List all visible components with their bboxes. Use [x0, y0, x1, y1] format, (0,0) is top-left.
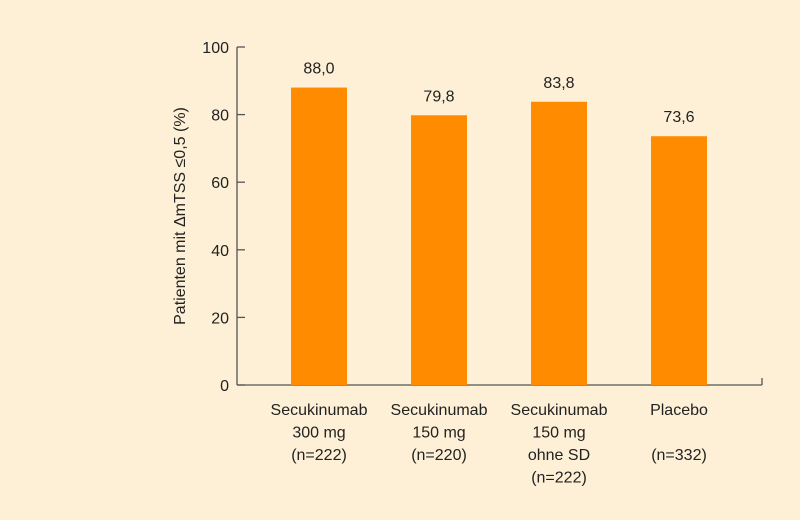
bar — [531, 101, 587, 386]
y-axis-label: Patienten mit ΔmTSS ≤0,5 (%) — [172, 107, 189, 325]
bar — [291, 87, 347, 385]
category-label: 150 mg — [532, 425, 585, 442]
y-tick-label: 60 — [211, 175, 229, 192]
x-axis-labels: Secukinumab 300 mg (n=222) Secukinumab 150 m… — [271, 402, 708, 487]
category-label: 150 mg — [412, 425, 465, 442]
data-label: 83,8 — [543, 75, 574, 92]
y-tick-label: 40 — [211, 243, 229, 260]
data-label: 79,8 — [423, 88, 454, 105]
bar — [651, 136, 707, 385]
bar — [411, 115, 467, 385]
data-label: 88,0 — [303, 61, 334, 78]
category-label: Secukinumab — [271, 402, 368, 419]
category-label: Placebo — [650, 402, 708, 419]
bars: 88,0 79,8 83,8 73,6 — [291, 61, 707, 386]
category-label: Secukinumab — [391, 402, 488, 419]
category-label: Secukinumab — [511, 402, 608, 419]
y-tick-label: 100 — [202, 40, 229, 57]
category-label: (n=332) — [651, 447, 707, 464]
category-label: 300 mg — [292, 425, 345, 442]
category-label: (n=222) — [291, 447, 347, 464]
y-tick-label: 20 — [211, 310, 229, 327]
y-tick-label: 80 — [211, 108, 229, 125]
y-tick-label: 0 — [220, 378, 229, 395]
category-label: (n=222) — [531, 470, 587, 487]
category-label: (n=220) — [411, 447, 467, 464]
category-label: ohne SD — [528, 447, 590, 464]
data-label: 73,6 — [663, 109, 694, 126]
